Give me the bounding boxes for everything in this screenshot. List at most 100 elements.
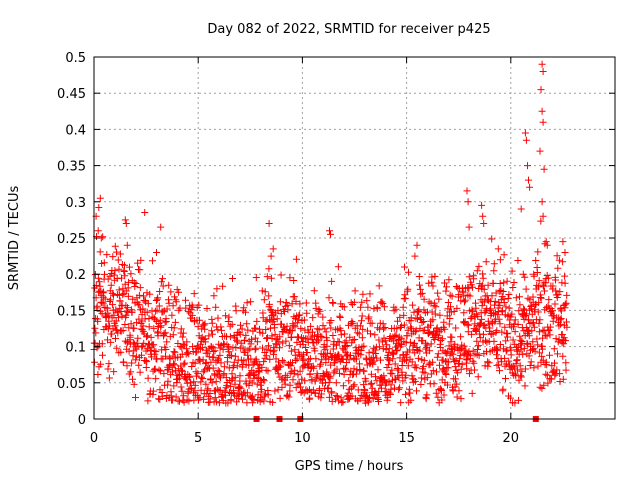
data-point bbox=[551, 371, 559, 379]
data-point bbox=[91, 324, 99, 332]
data-point bbox=[109, 253, 117, 261]
data-point bbox=[298, 375, 306, 383]
data-point bbox=[154, 294, 162, 302]
data-point bbox=[378, 298, 386, 306]
data-point bbox=[339, 382, 347, 390]
data-point bbox=[142, 364, 150, 371]
data-point bbox=[431, 272, 439, 280]
data-point bbox=[252, 274, 260, 281]
data-point bbox=[228, 320, 236, 328]
data-point bbox=[417, 374, 425, 382]
data-point bbox=[460, 309, 468, 317]
data-point bbox=[248, 335, 255, 343]
data-point bbox=[228, 352, 235, 360]
data-point bbox=[305, 360, 313, 368]
data-point bbox=[368, 379, 376, 387]
data-point bbox=[562, 337, 569, 345]
data-point bbox=[110, 368, 118, 376]
data-point bbox=[448, 333, 456, 341]
data-point bbox=[463, 320, 471, 328]
data-point bbox=[341, 330, 349, 338]
data-point bbox=[478, 315, 486, 323]
data-point bbox=[499, 385, 507, 393]
x-tick-label: 15 bbox=[398, 431, 415, 446]
data-point bbox=[349, 319, 357, 327]
data-point bbox=[103, 251, 111, 259]
data-point bbox=[315, 306, 323, 313]
data-point bbox=[115, 314, 122, 322]
data-point bbox=[478, 302, 486, 310]
data-point bbox=[500, 299, 508, 306]
data-point bbox=[411, 377, 419, 385]
grid-lines bbox=[94, 57, 615, 419]
data-point bbox=[149, 257, 156, 265]
data-point bbox=[291, 366, 299, 374]
data-point bbox=[203, 305, 211, 312]
data-point bbox=[518, 338, 526, 345]
data-point bbox=[137, 256, 145, 264]
data-point bbox=[455, 387, 463, 395]
data-point bbox=[267, 316, 275, 324]
data-point bbox=[221, 391, 229, 399]
data-point bbox=[433, 368, 440, 376]
data-point bbox=[351, 287, 359, 295]
data-point bbox=[151, 307, 159, 315]
data-point bbox=[294, 316, 302, 324]
data-point bbox=[545, 326, 553, 334]
data-point bbox=[289, 376, 297, 384]
data-point bbox=[479, 274, 487, 282]
data-point bbox=[507, 351, 515, 359]
data-point bbox=[385, 361, 393, 369]
data-point bbox=[442, 371, 450, 378]
data-point bbox=[399, 303, 407, 311]
data-point bbox=[418, 289, 426, 297]
data-point bbox=[258, 385, 266, 393]
data-point bbox=[377, 356, 384, 364]
data-point bbox=[152, 375, 160, 383]
data-point bbox=[190, 378, 198, 386]
data-point bbox=[456, 355, 464, 363]
data-point bbox=[312, 374, 320, 382]
y-tick-label: 0.4 bbox=[65, 123, 86, 138]
data-point bbox=[536, 316, 544, 324]
data-point bbox=[144, 300, 152, 308]
data-point bbox=[213, 385, 221, 393]
y-tick-label: 0.1 bbox=[65, 341, 86, 356]
data-point bbox=[108, 289, 116, 297]
data-point bbox=[271, 331, 279, 339]
data-point bbox=[352, 370, 360, 378]
data-point bbox=[358, 343, 366, 351]
data-point bbox=[501, 323, 509, 331]
data-point bbox=[496, 280, 504, 287]
data-point bbox=[265, 220, 273, 227]
data-point bbox=[515, 396, 523, 404]
data-point bbox=[411, 339, 418, 347]
data-point bbox=[371, 331, 379, 339]
data-point bbox=[348, 318, 356, 325]
data-point bbox=[225, 348, 233, 356]
data-point bbox=[168, 311, 176, 319]
data-point bbox=[133, 339, 141, 347]
data-point bbox=[230, 358, 238, 366]
data-point bbox=[200, 395, 208, 403]
data-point bbox=[521, 273, 529, 281]
data-point bbox=[151, 365, 159, 373]
data-point bbox=[162, 318, 170, 325]
data-point bbox=[177, 362, 185, 370]
data-point bbox=[269, 398, 277, 406]
data-point bbox=[473, 267, 481, 275]
data-point bbox=[181, 359, 189, 367]
data-point bbox=[359, 290, 367, 298]
data-point bbox=[94, 371, 102, 378]
data-point bbox=[248, 379, 256, 387]
data-point bbox=[130, 380, 138, 388]
data-point bbox=[552, 287, 560, 295]
data-point bbox=[265, 342, 272, 350]
data-point bbox=[283, 322, 291, 330]
data-point bbox=[136, 266, 144, 274]
data-point bbox=[194, 370, 202, 378]
data-point bbox=[517, 205, 525, 213]
data-point bbox=[373, 354, 381, 362]
data-point bbox=[105, 360, 113, 368]
data-point bbox=[430, 380, 438, 388]
